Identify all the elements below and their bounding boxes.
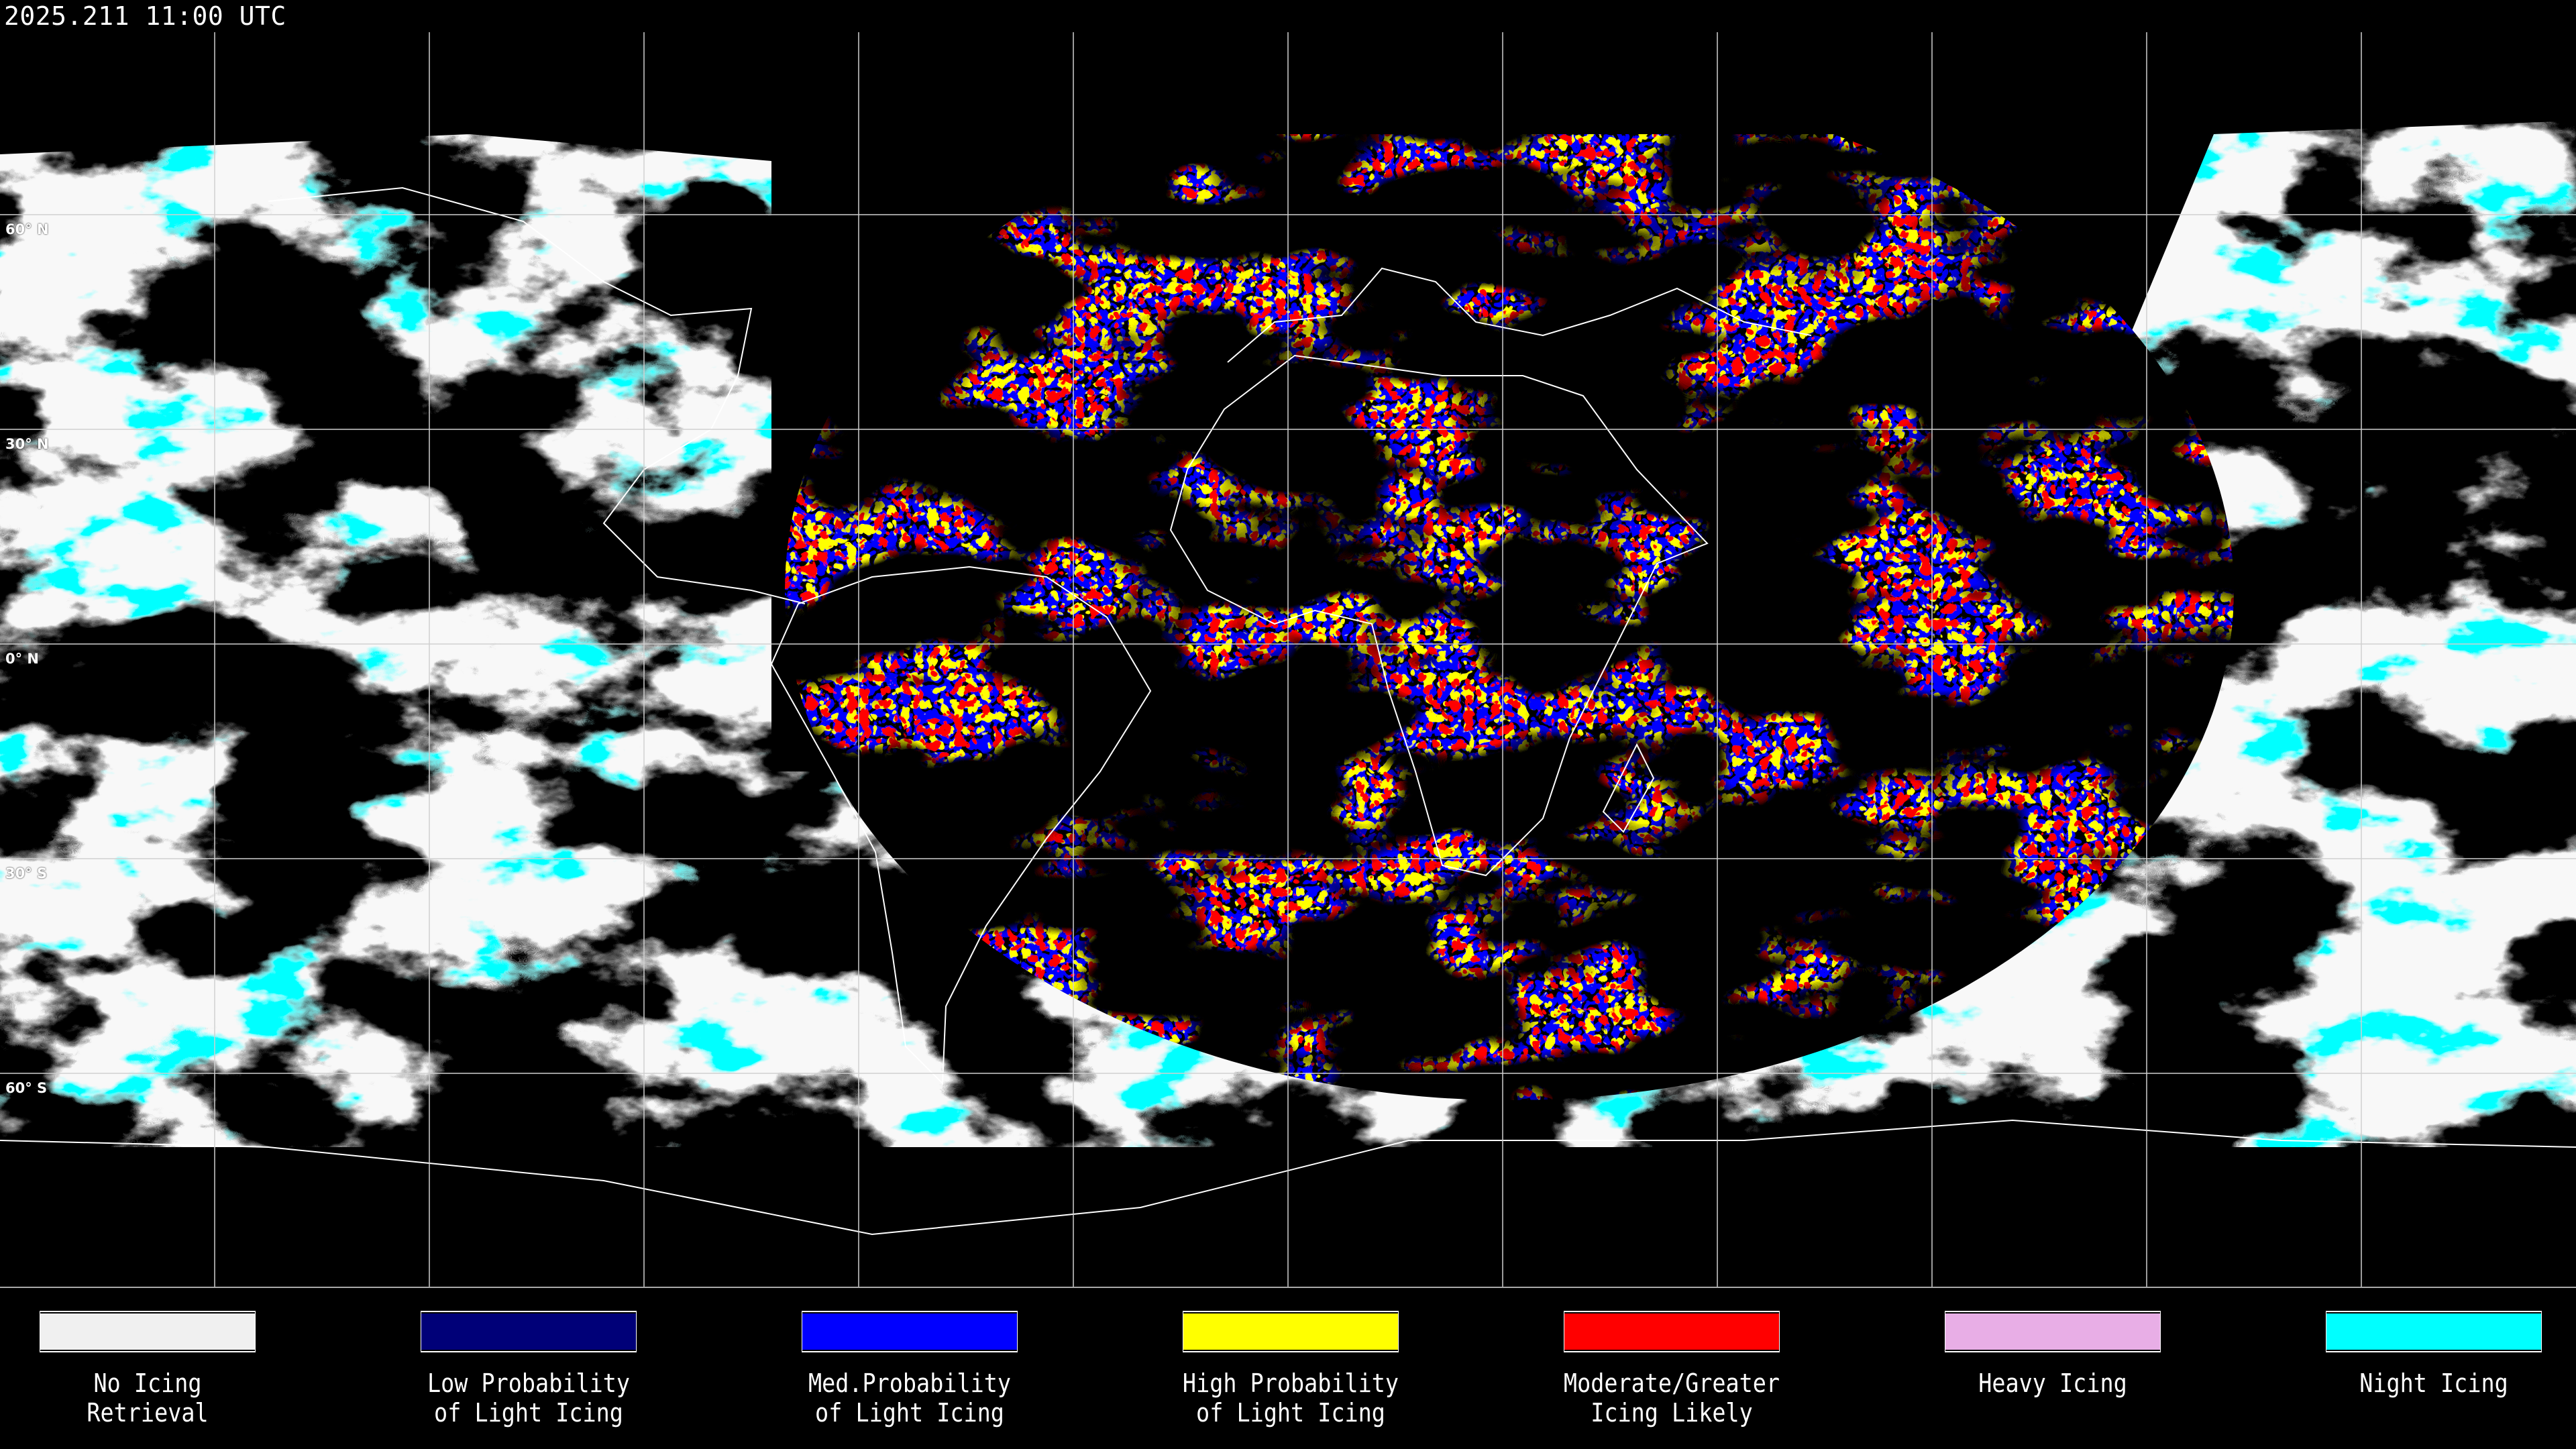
legend-item: High Probability of Light Icing <box>1103 1311 1479 1428</box>
lat-label-30s: 30° S <box>5 865 48 881</box>
legend-label: Moderate/Greater Icing Likely <box>1507 1368 1837 1428</box>
legend-item: Med.Probability of Light Icing <box>722 1311 1097 1428</box>
legend-swatch <box>2326 1311 2542 1352</box>
legend-label-line1: Med.Probability <box>808 1368 1011 1398</box>
legend-label: Med.Probability of Light Icing <box>745 1368 1075 1428</box>
lat-label-0: 0° N <box>5 651 39 667</box>
legend-swatch <box>1564 1311 1780 1352</box>
legend-label-line1: Heavy Icing <box>1978 1368 2127 1398</box>
icing-map <box>0 0 2576 1288</box>
coastline-europe <box>1227 267 1812 363</box>
legend-swatch <box>802 1311 1018 1352</box>
legend-label-line1: Night Icing <box>2359 1368 2508 1398</box>
legend-swatch <box>1945 1311 2161 1352</box>
legend-label-line2: of Light Icing <box>1196 1398 1385 1428</box>
legend-label: No Icing Retrieval <box>0 1368 313 1428</box>
legend-label-line2: of Light Icing <box>434 1398 623 1428</box>
legend-label-line1: Low Probability <box>427 1368 630 1398</box>
lat-label-30n: 30° N <box>5 436 49 452</box>
legend-label-line1: No Icing <box>93 1368 202 1398</box>
legend-label: Heavy Icing <box>1888 1368 2218 1398</box>
legend-swatch <box>40 1311 256 1352</box>
legend-label-line1: Moderate/Greater <box>1563 1368 1780 1398</box>
legend-label-line2: Icing Likely <box>1591 1398 1753 1428</box>
legend-separator <box>0 1287 2576 1288</box>
legend-item: Low Probability of Light Icing <box>341 1311 716 1428</box>
legend-swatch <box>421 1311 637 1352</box>
legend-item: Moderate/Greater Icing Likely <box>1484 1311 1860 1428</box>
lat-lon-grid <box>0 32 2576 1287</box>
coastline-north-america <box>268 186 806 604</box>
legend-label: Night Icing <box>2269 1368 2576 1398</box>
legend-label-line2: of Light Icing <box>815 1398 1004 1428</box>
legend-item: Heavy Icing <box>1865 1311 2241 1398</box>
coastline-madagascar <box>1602 743 1655 833</box>
legend-label: Low Probability of Light Icing <box>364 1368 694 1428</box>
legend-label-line2: Retrieval <box>87 1398 209 1428</box>
legend-label: High Probability of Light Icing <box>1126 1368 1456 1428</box>
timestamp: 2025.211 11:00 UTC <box>4 1 286 31</box>
legend-item: No Icing Retrieval <box>0 1311 335 1428</box>
legend-label-line1: High Probability <box>1182 1368 1399 1398</box>
legend-item: Night Icing <box>2246 1311 2576 1398</box>
lat-label-60s: 60° S <box>5 1080 48 1096</box>
coastline-africa <box>1169 354 1709 877</box>
legend-swatch <box>1183 1311 1399 1352</box>
lat-label-60n: 60° N <box>5 221 49 237</box>
